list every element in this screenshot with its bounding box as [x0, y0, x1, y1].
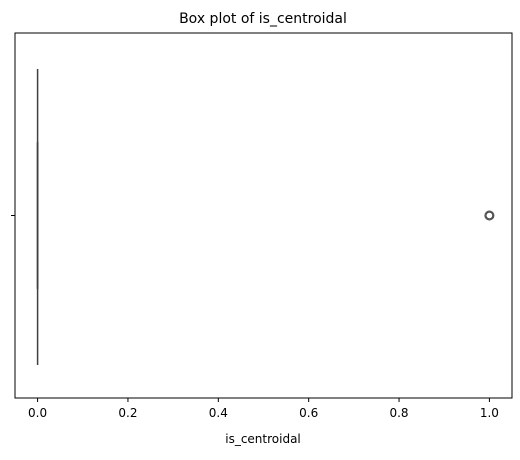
x-tick-label: 0.4 [209, 406, 228, 420]
x-tick-label: 0.6 [299, 406, 318, 420]
chart-title: Box plot of is_centroidal [179, 11, 347, 27]
x-axis-label: is_centroidal [225, 432, 301, 446]
x-tick-label: 0.2 [118, 406, 137, 420]
x-tick-label: 0.0 [28, 406, 47, 420]
x-tick-label: 1.0 [480, 406, 499, 420]
x-tick-label: 0.8 [389, 406, 408, 420]
